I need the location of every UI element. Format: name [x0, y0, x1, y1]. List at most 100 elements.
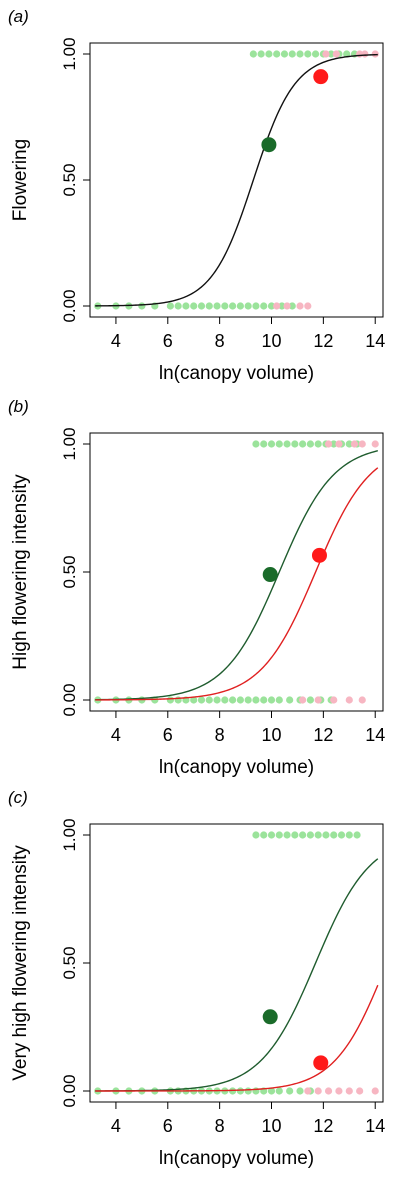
y-tick-label: 0.00	[60, 289, 79, 322]
observation-point	[166, 696, 174, 704]
observation-point	[286, 1087, 294, 1095]
observation-point	[260, 302, 268, 310]
y-tick-label: 0.50	[60, 555, 79, 588]
panel-label: (b)	[8, 397, 29, 416]
y-tick-label: 1.00	[60, 818, 79, 851]
y-tick-label: 0.00	[60, 683, 79, 716]
observation-point	[244, 1087, 252, 1095]
observation-point	[221, 696, 229, 704]
observation-point	[304, 1087, 312, 1095]
y-tick-label: 1.00	[60, 37, 79, 70]
observation-point	[283, 831, 291, 839]
observation-point	[332, 50, 340, 58]
x-tick-label: 8	[215, 1116, 225, 1136]
observation-point	[275, 696, 283, 704]
observation-point	[356, 1087, 364, 1095]
observation-point	[197, 302, 206, 310]
observation-point	[213, 302, 221, 310]
observation-point	[330, 440, 338, 448]
observation-point	[343, 50, 351, 58]
fitted-curve	[95, 984, 379, 1092]
observation-point	[296, 1087, 304, 1095]
observation-point	[304, 50, 312, 58]
observation-point	[288, 302, 296, 310]
observation-point	[257, 50, 265, 58]
observation-point	[273, 302, 281, 310]
plot-frame	[89, 42, 384, 318]
observation-point	[205, 696, 213, 704]
x-tick-label: 12	[313, 331, 333, 351]
x-tick-label: 4	[111, 331, 121, 351]
observation-point	[371, 440, 379, 448]
observation-point	[236, 1087, 244, 1095]
observation-point	[267, 696, 276, 704]
observation-point	[249, 50, 257, 58]
mean-point	[313, 69, 329, 85]
observation-point	[244, 696, 252, 704]
observation-point	[286, 696, 294, 704]
x-tick-label: 4	[111, 1116, 121, 1136]
x-tick-label: 8	[215, 331, 225, 351]
observation-point	[327, 50, 335, 58]
mean-point	[311, 547, 327, 563]
mean-point	[261, 137, 277, 153]
mean-point	[313, 1055, 329, 1071]
observation-point	[335, 1087, 343, 1095]
observation-point	[322, 831, 330, 839]
observation-point	[252, 302, 260, 310]
x-tick-label: 4	[111, 725, 121, 745]
observation-point	[283, 302, 291, 310]
mean-point	[262, 567, 278, 583]
observation-point	[296, 50, 304, 58]
observation-point	[252, 440, 260, 448]
observation-point	[314, 1087, 322, 1095]
observation-point	[296, 302, 304, 310]
observation-point	[335, 440, 343, 448]
x-tick-label: 8	[215, 725, 225, 745]
y-axis-label: Flowering	[10, 139, 31, 221]
plot-frame	[89, 432, 384, 712]
observation-point	[275, 1087, 283, 1095]
observation-point	[291, 831, 299, 839]
observation-point	[311, 50, 320, 58]
observation-point	[267, 440, 276, 448]
panel-label: (c)	[8, 788, 28, 807]
observation-point	[267, 302, 276, 310]
observation-point	[205, 302, 213, 310]
observation-point	[358, 696, 366, 704]
observation-point	[288, 50, 296, 58]
observation-point	[275, 440, 283, 448]
observation-point	[306, 831, 314, 839]
x-tick-label: 10	[261, 331, 281, 351]
observation-point	[306, 696, 314, 704]
observation-point	[229, 696, 237, 704]
x-tick-label: 6	[163, 725, 173, 745]
observation-point	[236, 302, 244, 310]
observation-point	[267, 1087, 276, 1095]
observation-point	[324, 1087, 333, 1095]
observation-point	[306, 440, 314, 448]
x-tick-label: 14	[365, 1116, 385, 1136]
x-tick-label: 14	[365, 725, 385, 745]
observation-point	[278, 302, 286, 310]
observation-point	[291, 440, 299, 448]
observation-point	[324, 440, 333, 448]
observation-point	[236, 696, 244, 704]
observation-point	[260, 831, 268, 839]
observation-point	[280, 50, 289, 58]
fitted-curve	[95, 467, 379, 701]
x-axis-label: ln(canopy volume)	[159, 363, 314, 384]
observation-point	[358, 440, 366, 448]
observation-point	[337, 831, 346, 839]
y-tick-label: 1.00	[60, 427, 79, 460]
panel-label: (a)	[8, 7, 29, 26]
chart-panel-b: (b) 4 6 8 10 12 14 ln(canopy volume) 0.00 0.50 1.0…	[8, 397, 385, 778]
observation-point	[304, 302, 312, 310]
x-tick-label: 10	[261, 725, 281, 745]
observation-point	[229, 302, 237, 310]
fitted-curve	[95, 858, 379, 1092]
observation-point	[265, 50, 273, 58]
observation-point	[330, 831, 338, 839]
observation-point	[174, 696, 182, 704]
x-tick-label: 6	[163, 1116, 173, 1136]
